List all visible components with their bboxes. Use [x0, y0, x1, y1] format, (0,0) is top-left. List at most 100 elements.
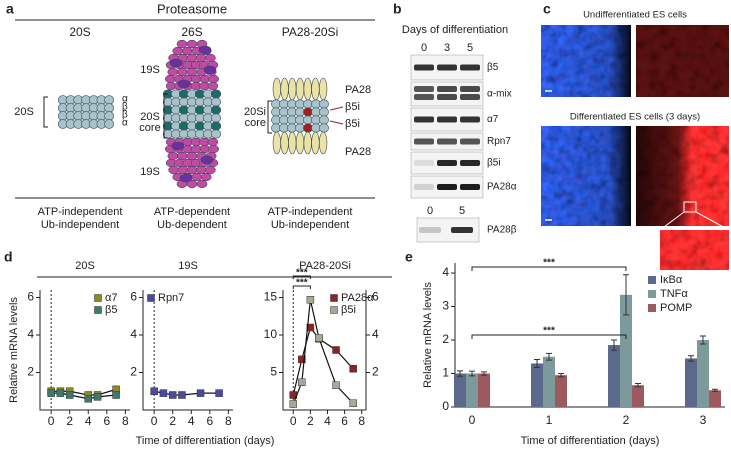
- column-header: 26S: [181, 25, 202, 39]
- panel-label: c: [543, 1, 551, 17]
- bracket: [163, 93, 168, 139]
- point: [178, 391, 186, 399]
- subunit-pa28: [272, 131, 281, 155]
- error-bar: [635, 383, 641, 388]
- subunit-19s: [186, 39, 198, 49]
- bar: [543, 356, 555, 407]
- band: [419, 227, 441, 233]
- subunit-pa28: [280, 77, 289, 101]
- image-shade: [636, 126, 729, 226]
- band: [437, 184, 457, 190]
- band: [414, 94, 434, 100]
- complex-label: 20S: [14, 106, 34, 118]
- axis: [39, 290, 130, 411]
- subunit: [319, 107, 329, 117]
- point: [298, 378, 306, 386]
- bar: [697, 340, 709, 407]
- subunit-pa28: [319, 77, 328, 101]
- image-caption: Undifferentiated ES cells: [583, 10, 687, 21]
- band: [460, 138, 480, 145]
- caption: ATP-independent: [268, 206, 353, 218]
- x-tick-label: 2: [169, 414, 176, 428]
- ring-label: α: [122, 118, 128, 129]
- point: [84, 395, 92, 403]
- band: [460, 160, 480, 166]
- point: [306, 296, 315, 304]
- band: [460, 86, 480, 92]
- point: [332, 346, 340, 354]
- bar: [709, 390, 721, 407]
- column-header: 20S: [69, 25, 90, 39]
- y-tick-label: 0: [442, 399, 449, 413]
- y-tick-label: 1: [442, 366, 449, 380]
- error-bar: [546, 352, 552, 361]
- point: [349, 399, 357, 407]
- x-tick-label: 0: [151, 414, 158, 428]
- bracket: [267, 100, 272, 134]
- band: [437, 138, 457, 145]
- y-axis-label: Relative mRNA levels: [8, 297, 20, 403]
- ring-label: α: [122, 94, 128, 105]
- subunit-19s: [181, 46, 193, 56]
- sig-bracket: [292, 275, 311, 279]
- subunit-19s: [205, 53, 216, 63]
- image-caption: Differentiated ES cells (3 days): [570, 112, 700, 123]
- legend-label: PA28α: [341, 292, 374, 304]
- y-tick-label: 5: [270, 365, 277, 379]
- point: [112, 391, 120, 399]
- band: [460, 94, 480, 100]
- band: [414, 86, 434, 92]
- subunit-19s: [177, 79, 191, 89]
- column-header: PA28-20Si: [282, 25, 338, 39]
- subunit-19s: [168, 165, 179, 175]
- complex-label: β5i: [345, 101, 360, 113]
- subunit: [210, 105, 222, 115]
- band: [414, 184, 434, 190]
- x-tick-label: 0: [290, 414, 297, 428]
- complex-label: β5i: [345, 118, 360, 130]
- subunit-pa28: [295, 77, 305, 101]
- complex-label: 19S: [140, 166, 160, 178]
- subunit: [210, 89, 222, 99]
- legend-swatch: [648, 290, 656, 298]
- panel-label: a: [6, 1, 14, 17]
- subunit-pa28: [311, 131, 320, 155]
- row-label: PA28β: [487, 225, 517, 236]
- pointer: [329, 120, 344, 125]
- caption: Ub-dependent: [157, 219, 227, 231]
- x-tick-label: 6: [206, 414, 213, 428]
- bar: [685, 358, 697, 407]
- significance: ***: [543, 258, 555, 269]
- band: [437, 86, 457, 92]
- y-tick-label: 6: [130, 290, 137, 304]
- legend-swatch: [94, 306, 102, 314]
- complex-label: core: [139, 122, 160, 134]
- legend-swatch: [648, 276, 656, 284]
- subunit-19s: [208, 74, 219, 84]
- x-axis-label: Time of differentiation (days): [521, 435, 660, 447]
- subunit-19s: [200, 155, 214, 165]
- bar: [454, 373, 466, 407]
- row-label: PA28α: [487, 182, 517, 193]
- group-header: 20S: [75, 260, 95, 272]
- caption: ATP-dependent: [154, 206, 230, 218]
- subunit-pa28: [303, 131, 312, 155]
- legend-label: α7: [105, 292, 117, 304]
- legend-swatch: [330, 306, 338, 314]
- error-bar: [611, 339, 617, 351]
- x-tick-label: 1: [546, 413, 553, 427]
- zoom-box: [683, 201, 697, 213]
- error-bar: [481, 371, 487, 376]
- y-tick-label: 15: [264, 290, 278, 304]
- x-tick-label: 8: [122, 414, 129, 428]
- point: [289, 400, 298, 408]
- subunit-19s: [195, 53, 207, 63]
- lane-label: 5: [459, 205, 465, 217]
- lane-label: 0: [421, 42, 427, 54]
- axis: [282, 290, 366, 411]
- point: [93, 393, 102, 401]
- subunit-19s: [205, 165, 216, 175]
- point: [47, 389, 55, 397]
- x-tick-label: 4: [85, 414, 92, 428]
- point: [332, 381, 340, 389]
